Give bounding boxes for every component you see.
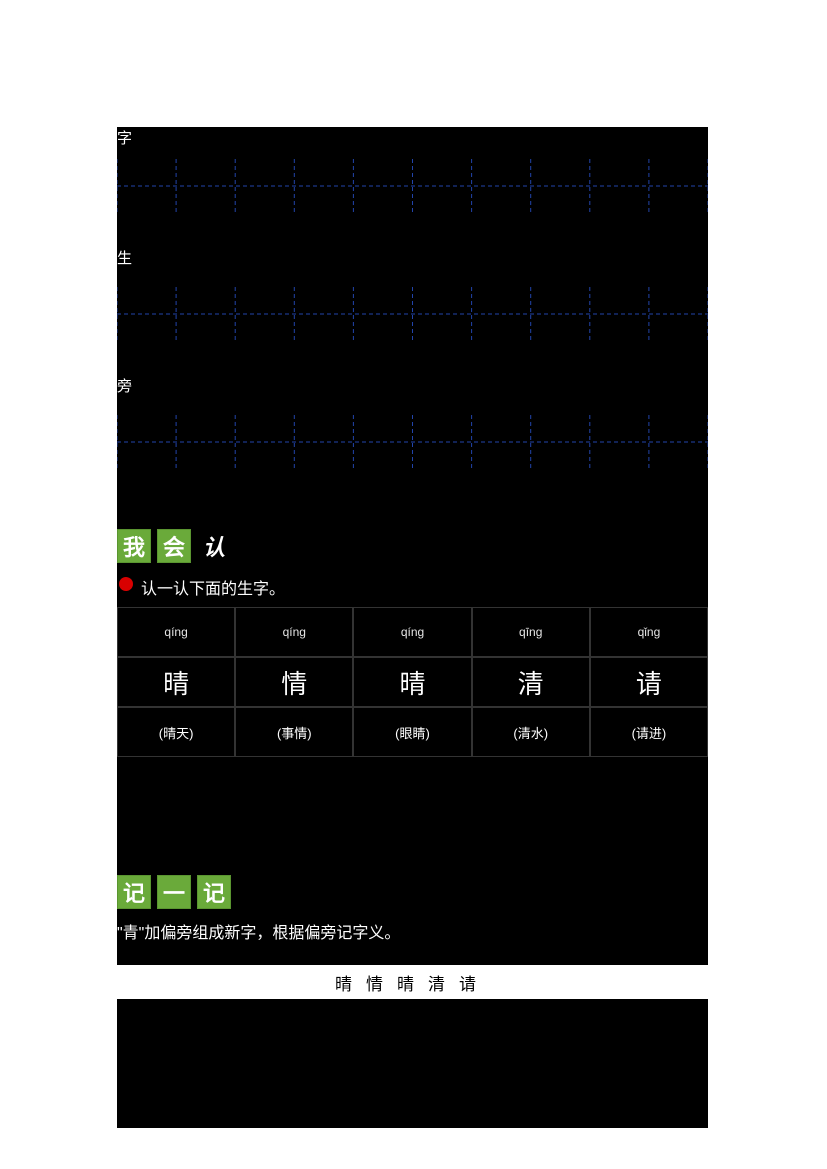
grid-label-3: 旁	[117, 375, 133, 396]
py-word-2: (眼睛)	[353, 707, 471, 757]
grid-label-2: 生	[117, 247, 133, 268]
badge-hui: 会	[157, 529, 191, 563]
py-char-2: 晴	[353, 657, 471, 707]
badge-ji1: 记	[117, 875, 151, 909]
py-annot-3: qīng	[472, 607, 590, 657]
practice-grid-1	[117, 159, 708, 215]
instruction-recognize: 认一认下面的生字。	[141, 575, 285, 599]
pinyin-row-char: 晴 情 晴 清 请	[117, 657, 708, 707]
pinyin-table: qíng qíng qíng qīng qǐng 晴 情 晴 清 请 (晴天) …	[117, 607, 708, 757]
py-annot-2: qíng	[353, 607, 471, 657]
py-char-3: 清	[472, 657, 590, 707]
badge-wo: 我	[117, 529, 151, 563]
footer-characters: 晴情晴清请	[117, 965, 708, 999]
py-word-4: (请进)	[590, 707, 708, 757]
badge-ji2: 记	[197, 875, 231, 909]
grid-svg-1	[117, 159, 708, 215]
py-word-1: (事情)	[235, 707, 353, 757]
body-note: "青"加偏旁组成新字，根据偏旁记字义。	[117, 921, 708, 947]
section-ji-yi-ji: 记 一 记	[117, 875, 231, 909]
grid-svg-3	[117, 415, 708, 471]
py-char-4: 请	[590, 657, 708, 707]
py-word-3: (清水)	[472, 707, 590, 757]
footer-text: 晴情晴清请	[335, 970, 490, 995]
py-annot-0: qíng	[117, 607, 235, 657]
py-annot-4: qǐng	[590, 607, 708, 657]
worksheet-page: 字 生 旁 我 会 认 认一认下面的生字。 qíng qíng qíng qīn…	[117, 127, 708, 1128]
section-wo-hui-ren: 我 会 认	[117, 529, 231, 563]
py-word-0: (晴天)	[117, 707, 235, 757]
practice-grid-3	[117, 415, 708, 471]
practice-grid-2	[117, 287, 708, 343]
badge-ren: 认	[197, 529, 231, 563]
badge-yi: 一	[157, 875, 191, 909]
grid-svg-2	[117, 287, 708, 343]
grid-label-1: 字	[117, 127, 133, 148]
pinyin-row-annot: qíng qíng qíng qīng qǐng	[117, 607, 708, 657]
bullet-dot-icon	[119, 577, 133, 591]
pinyin-row-word: (晴天) (事情) (眼睛) (清水) (请进)	[117, 707, 708, 757]
py-char-1: 情	[235, 657, 353, 707]
py-annot-1: qíng	[235, 607, 353, 657]
py-char-0: 晴	[117, 657, 235, 707]
